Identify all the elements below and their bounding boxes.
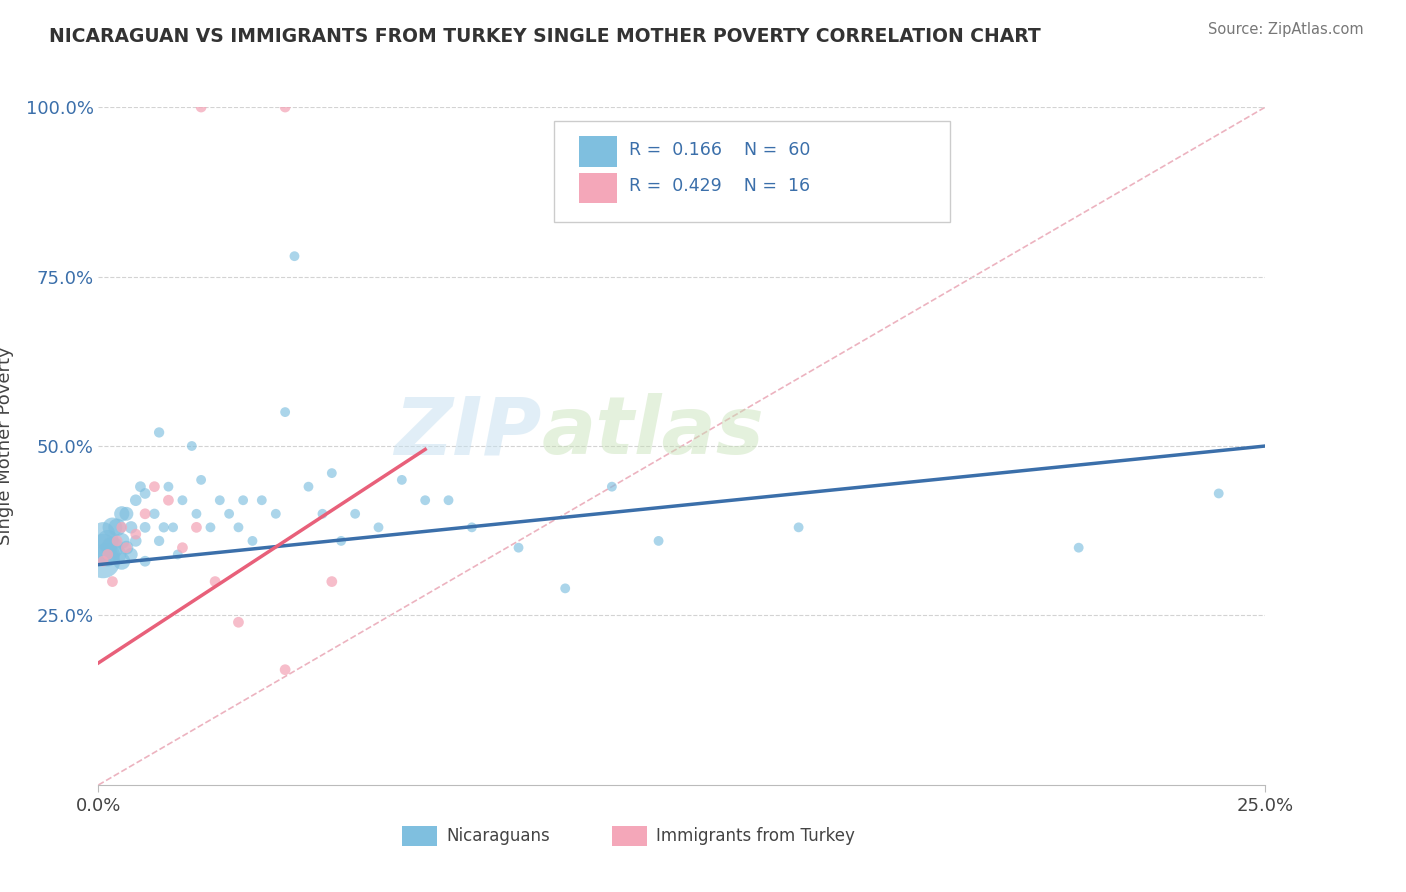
Point [129,480,152,494]
Point [274,663,297,677]
Point [274,405,297,419]
Point [101,541,124,555]
Point [125,527,148,541]
Point [391,473,413,487]
Text: NICARAGUAN VS IMMIGRANTS FROM TURKEY SINGLE MOTHER POVERTY CORRELATION CHART: NICARAGUAN VS IMMIGRANTS FROM TURKEY SIN… [49,27,1040,45]
FancyBboxPatch shape [554,120,950,222]
Point [91,527,114,541]
Text: ZIP: ZIP [395,393,541,472]
Text: R =  0.429    N =  16: R = 0.429 N = 16 [630,178,810,195]
Point [283,249,305,263]
Point [97,548,120,562]
Text: Immigrants from Turkey: Immigrants from Turkey [657,827,855,845]
Point [242,533,264,548]
Point [120,548,142,562]
Point [91,541,114,555]
Point [143,507,166,521]
Point [125,533,148,548]
Point [111,554,134,568]
Point [413,493,436,508]
Point [148,425,170,440]
Point [115,541,138,555]
Point [186,520,208,534]
Point [297,480,319,494]
Point [97,548,120,562]
Point [111,520,134,534]
Point [321,466,343,480]
Bar [579,173,617,203]
Point [134,486,156,500]
Point [204,574,226,589]
Point [321,574,343,589]
Point [554,582,576,596]
Point [208,493,231,508]
Point [101,574,124,589]
Point [437,493,460,508]
Point [125,493,148,508]
Point [97,533,120,548]
Point [148,533,170,548]
Point [91,554,114,568]
Point [162,520,184,534]
Point [115,541,138,555]
Point [461,520,484,534]
Point [111,507,134,521]
Text: Source: ZipAtlas.com: Source: ZipAtlas.com [1208,22,1364,37]
Bar [612,826,647,846]
Point [190,473,212,487]
Point [101,520,124,534]
Point [600,480,623,494]
Y-axis label: Single Mother Poverty: Single Mother Poverty [0,347,14,545]
Point [134,507,156,521]
Point [172,541,194,555]
Point [105,533,128,548]
Point [367,520,389,534]
Bar [579,136,617,167]
Point [218,507,240,521]
Point [508,541,530,555]
Bar [402,826,437,846]
Point [180,439,202,453]
Point [232,493,254,508]
Point [228,615,250,630]
Point [228,520,250,534]
Text: Nicaraguans: Nicaraguans [446,827,550,845]
Point [1067,541,1090,555]
Point [91,554,114,568]
Point [186,507,208,521]
Point [311,507,333,521]
Point [134,554,156,568]
Text: R =  0.166    N =  60: R = 0.166 N = 60 [630,141,811,159]
Point [157,480,180,494]
Point [344,507,367,521]
Point [120,520,142,534]
Point [115,507,138,521]
Point [105,520,128,534]
Point [190,100,212,114]
Point [1208,486,1230,500]
Point [787,520,810,534]
Point [200,520,222,534]
Point [330,533,353,548]
Point [143,480,166,494]
Point [647,533,669,548]
Point [250,493,273,508]
Point [172,493,194,508]
Point [157,493,180,508]
Point [134,520,156,534]
Point [152,520,174,534]
Point [105,548,128,562]
Point [264,507,287,521]
Point [274,100,297,114]
Text: atlas: atlas [541,393,765,472]
Point [111,533,134,548]
Point [166,548,188,562]
